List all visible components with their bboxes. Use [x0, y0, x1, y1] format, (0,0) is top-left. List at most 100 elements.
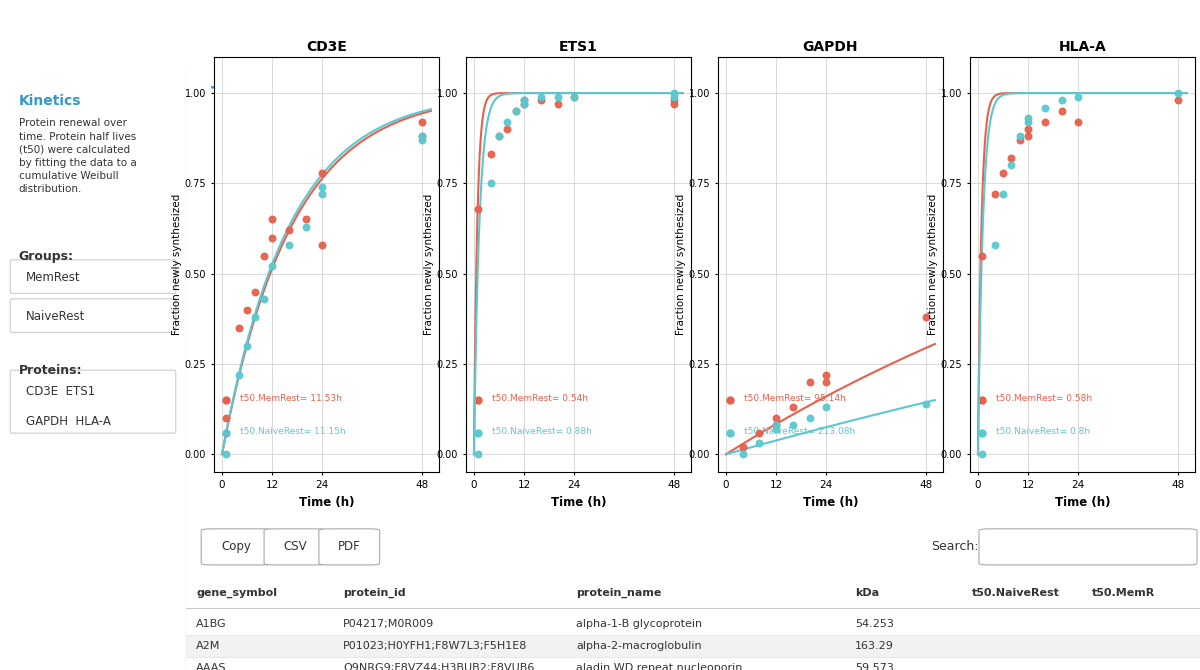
Y-axis label: Fraction newly synthesized: Fraction newly synthesized — [676, 194, 685, 335]
Point — [263, 214, 282, 225]
Point — [985, 239, 1004, 250]
Point — [313, 182, 332, 192]
Point — [1019, 117, 1038, 127]
Point — [490, 131, 509, 142]
Point — [413, 135, 432, 145]
Point — [917, 312, 936, 322]
Text: Protein Synthesis ▾: Protein Synthesis ▾ — [138, 29, 257, 42]
Point — [246, 286, 265, 297]
Point — [1052, 106, 1072, 117]
Point — [246, 312, 265, 322]
Point — [296, 214, 316, 225]
Point — [413, 117, 432, 127]
Point — [800, 413, 820, 423]
Point — [229, 322, 248, 333]
Point — [296, 221, 316, 232]
Point — [313, 239, 332, 250]
Text: alpha-1-B glycoprotein: alpha-1-B glycoprotein — [576, 619, 702, 629]
Point — [972, 449, 991, 460]
Text: Immunomics: Immunomics — [8, 26, 137, 44]
Text: mRNA vs protein ▾: mRNA vs protein ▾ — [586, 29, 701, 42]
Text: 163.29: 163.29 — [856, 641, 894, 651]
Point — [665, 98, 684, 109]
X-axis label: Time (h): Time (h) — [551, 496, 606, 509]
Text: MemRest: MemRest — [26, 271, 80, 283]
Point — [254, 251, 274, 261]
Point — [817, 369, 836, 380]
Text: gene_symbol: gene_symbol — [196, 588, 277, 598]
Text: 54.253: 54.253 — [856, 619, 894, 629]
Point — [1010, 131, 1030, 142]
Point — [481, 149, 500, 160]
FancyBboxPatch shape — [319, 529, 379, 565]
Point — [767, 423, 786, 434]
Point — [515, 98, 534, 109]
Title: GAPDH: GAPDH — [803, 40, 858, 54]
Point — [216, 449, 235, 460]
Text: 59.573: 59.573 — [856, 663, 894, 670]
Point — [490, 131, 509, 142]
Point — [1019, 131, 1038, 142]
Text: t50.MemRest= 0.58h: t50.MemRest= 0.58h — [996, 394, 1092, 403]
Text: TURNOVER KINETICS: TURNOVER KINETICS — [211, 85, 439, 105]
Text: GAPDH  HLA-A: GAPDH HLA-A — [26, 415, 110, 427]
X-axis label: Time (h): Time (h) — [803, 496, 858, 509]
FancyBboxPatch shape — [11, 370, 175, 433]
Text: t50.MemRest= 11.53h: t50.MemRest= 11.53h — [240, 394, 342, 403]
Text: AAAS: AAAS — [196, 663, 227, 670]
Point — [313, 189, 332, 200]
Text: alpha-2-macroglobulin: alpha-2-macroglobulin — [576, 641, 702, 651]
Point — [1019, 124, 1038, 135]
Point — [733, 449, 752, 460]
Point — [413, 131, 432, 142]
Point — [767, 413, 786, 423]
Point — [280, 225, 299, 236]
Point — [1019, 113, 1038, 124]
Point — [313, 168, 332, 178]
Point — [994, 168, 1013, 178]
Point — [238, 340, 257, 351]
Point — [1169, 88, 1188, 98]
Text: kDa: kDa — [856, 588, 880, 598]
Point — [665, 95, 684, 106]
Text: t50.NaiveRest= 0.8h: t50.NaiveRest= 0.8h — [996, 427, 1090, 436]
Bar — [186, 613, 1200, 634]
Point — [532, 95, 551, 106]
Point — [481, 178, 500, 189]
Text: NaiveRest: NaiveRest — [26, 310, 85, 323]
Point — [985, 189, 1004, 200]
Title: HLA-A: HLA-A — [1058, 40, 1106, 54]
Point — [1069, 117, 1088, 127]
Point — [767, 420, 786, 431]
Point — [784, 420, 803, 431]
Point — [263, 232, 282, 243]
Point — [994, 189, 1013, 200]
Point — [800, 377, 820, 387]
Point — [413, 131, 432, 142]
Text: Q9NRG9;F8VZ44;H3BUB2;F8VUB6: Q9NRG9;F8VZ44;H3BUB2;F8VUB6 — [343, 663, 534, 670]
Text: Copy: Copy — [222, 541, 252, 553]
FancyBboxPatch shape — [11, 260, 175, 293]
Point — [817, 402, 836, 413]
Point — [548, 91, 568, 102]
Text: CSV: CSV — [283, 541, 307, 553]
Text: Search:: Search: — [931, 541, 979, 553]
Text: Groups:: Groups: — [19, 251, 73, 263]
Point — [532, 91, 551, 102]
Point — [817, 377, 836, 387]
Text: PDF: PDF — [338, 541, 361, 553]
Point — [229, 369, 248, 380]
Text: Repressed mRNAs ▾: Repressed mRNAs ▾ — [720, 29, 845, 42]
Text: t50.MemRest= 95.14h: t50.MemRest= 95.14h — [744, 394, 845, 403]
Text: Protein degradation: Protein degradation — [450, 29, 574, 42]
Text: DATA TABLE: DATA TABLE — [211, 544, 332, 562]
Text: Kinetics: Kinetics — [19, 94, 82, 109]
Point — [515, 95, 534, 106]
Point — [565, 91, 584, 102]
Point — [216, 413, 235, 423]
Text: protein_id: protein_id — [343, 588, 406, 598]
Point — [506, 106, 526, 117]
Y-axis label: Fraction newly synthesized: Fraction newly synthesized — [928, 194, 937, 335]
Bar — [186, 658, 1200, 670]
Point — [917, 399, 936, 409]
